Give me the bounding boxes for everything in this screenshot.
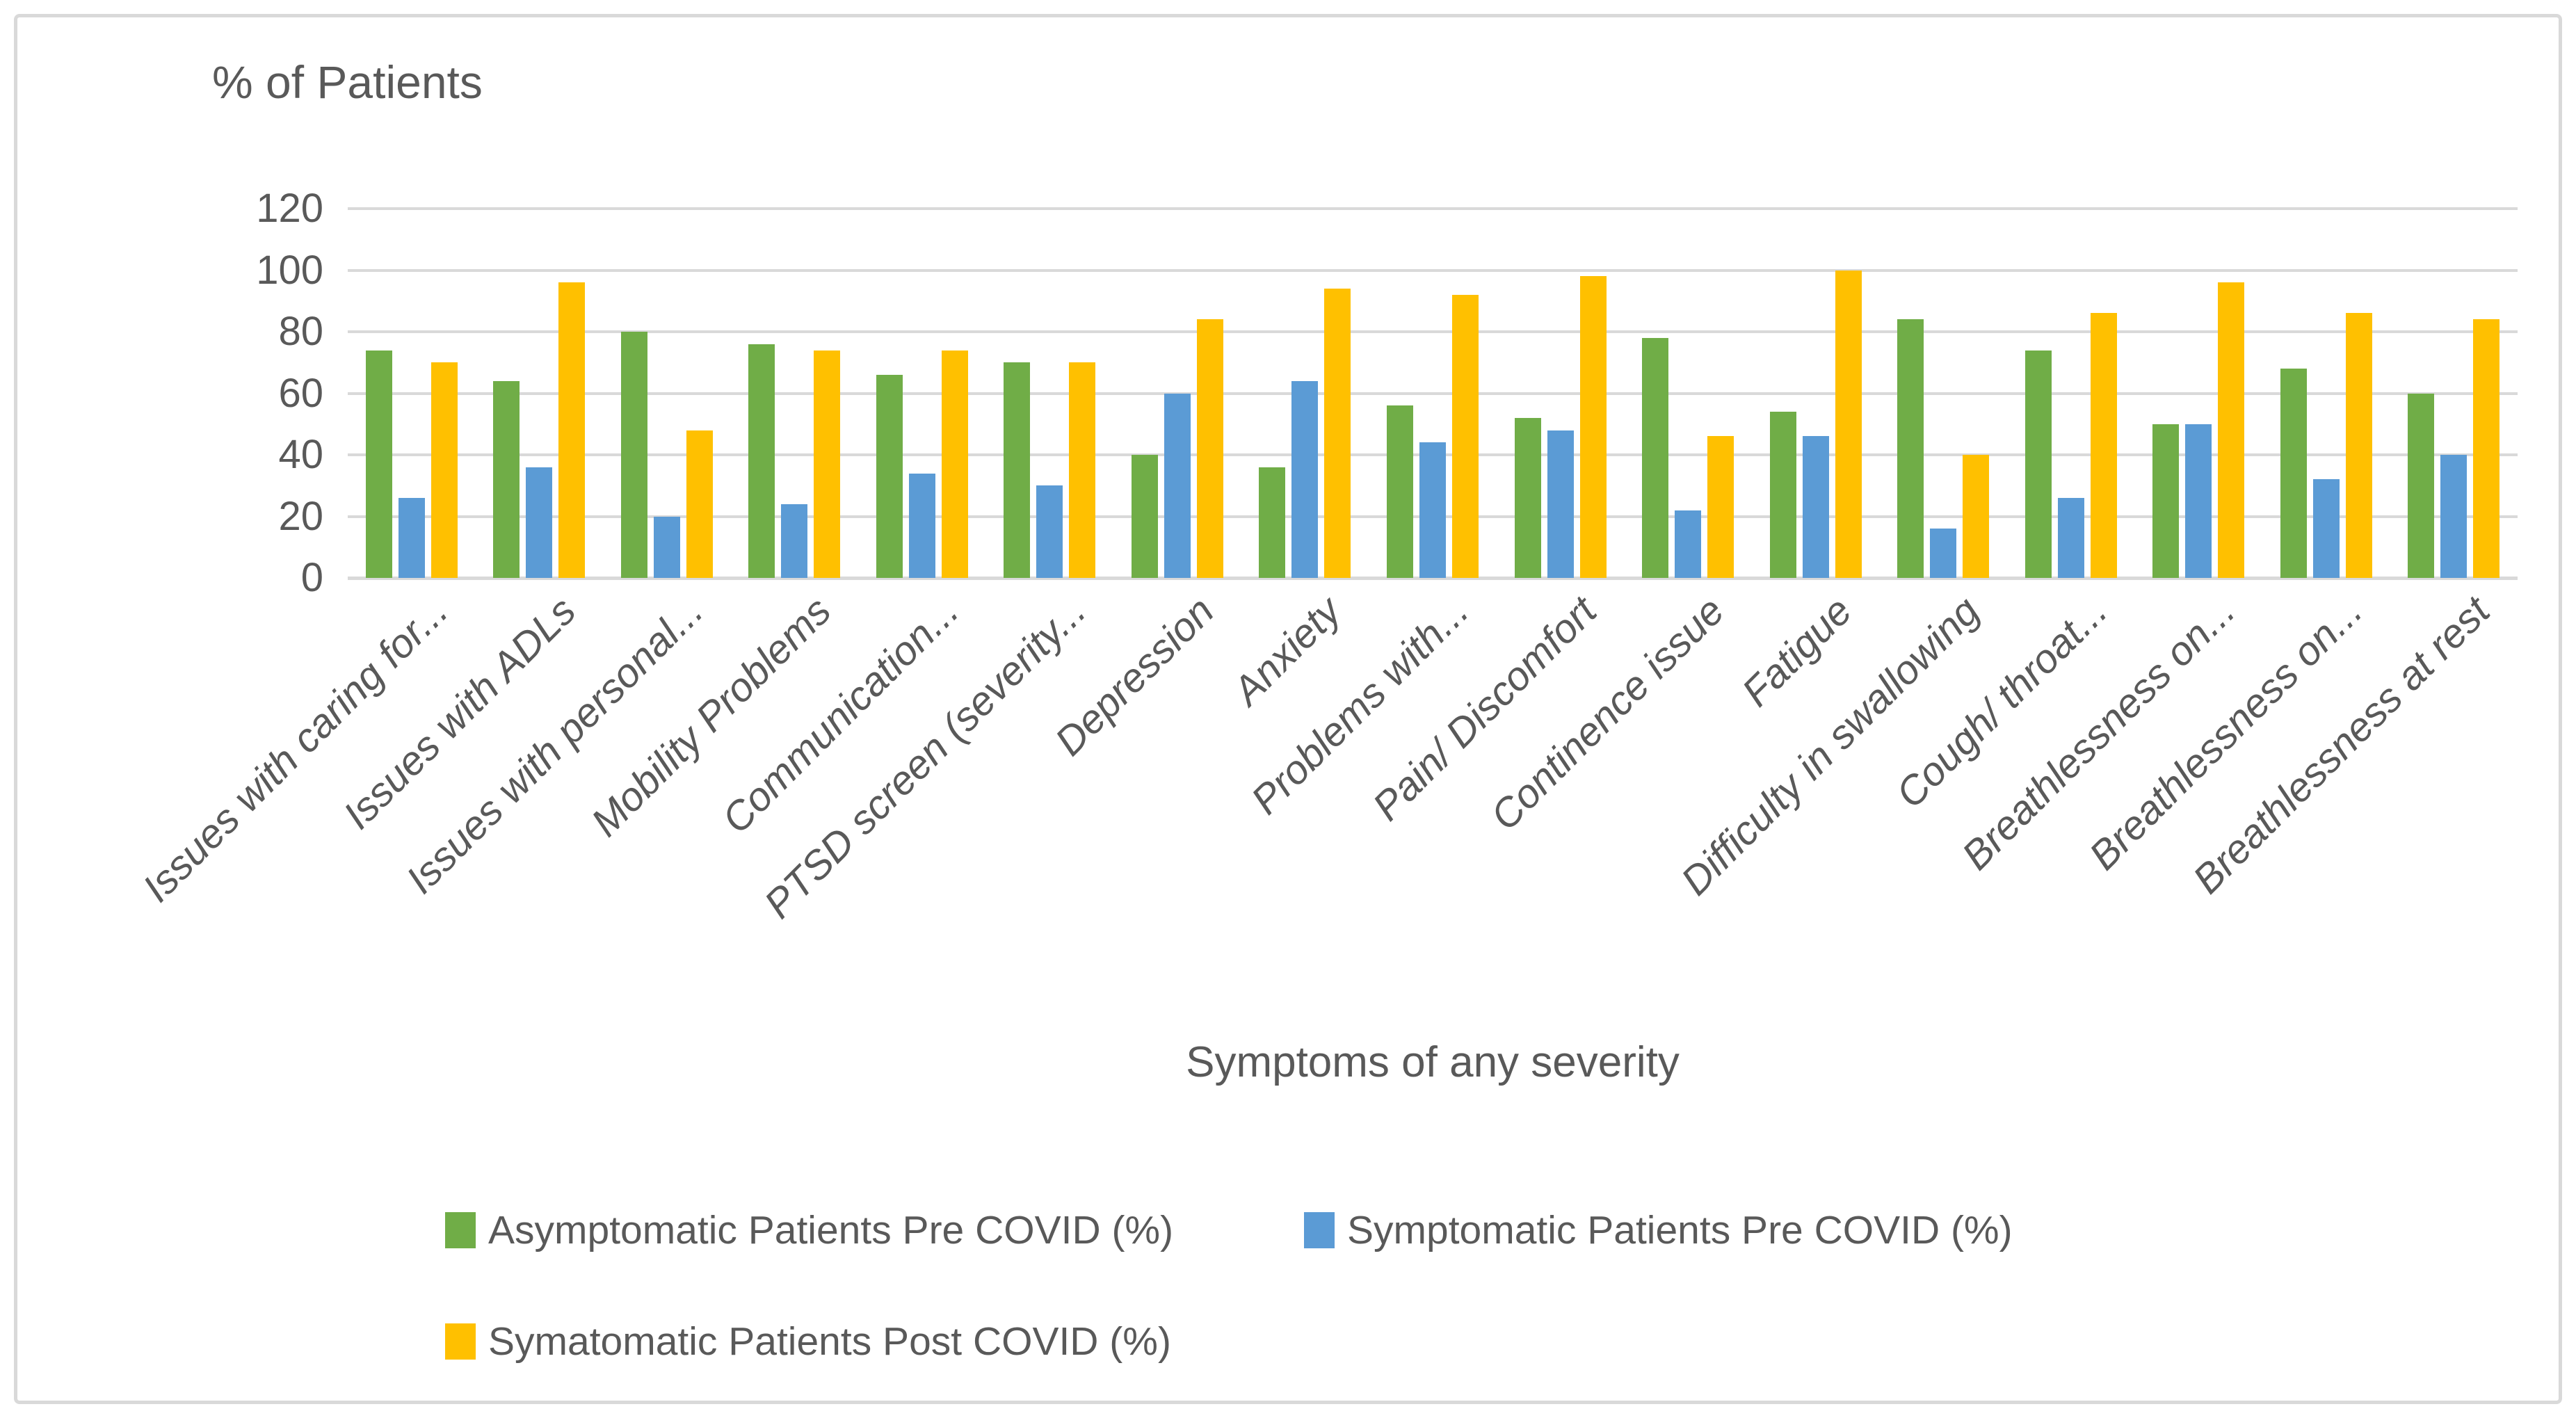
x-axis-category-label: Mobility Problems xyxy=(582,588,840,846)
bar-symatomatic-patients-post-covid-depression xyxy=(1196,319,1223,578)
bar-asymptomatic-patients-pre-covid-breathlessness-on xyxy=(2280,369,2307,578)
bar-symptomatic-patients-pre-covid-depression xyxy=(1164,393,1191,578)
y-axis-tick-label: 60 xyxy=(278,370,323,416)
bar-symatomatic-patients-post-covid-problems-with xyxy=(1452,294,1479,578)
bar-symatomatic-patients-post-covid-fatigue xyxy=(1835,270,1862,578)
x-axis-category-label: Continence issue xyxy=(1482,588,1733,839)
gridline xyxy=(348,330,2518,333)
bar-symatomatic-patients-post-covid-cough-throat xyxy=(2090,313,2117,578)
bar-symptomatic-patients-pre-covid-communication xyxy=(908,473,935,578)
bar-symatomatic-patients-post-covid-continence-issue xyxy=(1707,436,1734,578)
y-axis-tick-label: 40 xyxy=(278,432,323,477)
x-axis-line xyxy=(348,577,2518,580)
bar-symptomatic-patients-pre-covid-breathlessness-on xyxy=(2185,424,2212,578)
plot-area xyxy=(348,207,2518,580)
bar-symatomatic-patients-post-covid-issues-with-caring-for xyxy=(430,362,458,578)
bar-symptomatic-patients-pre-covid-cough-throat xyxy=(2057,497,2084,578)
bar-symptomatic-patients-pre-covid-issues-with-personal xyxy=(653,516,680,578)
bar-asymptomatic-patients-pre-covid-mobility-problems xyxy=(748,344,775,578)
bar-symatomatic-patients-post-covid-breathlessness-at-rest xyxy=(2473,319,2500,578)
gridline xyxy=(348,268,2518,272)
bar-symptomatic-patients-pre-covid-issues-with-caring-for xyxy=(398,497,425,578)
y-axis-tick-label: 100 xyxy=(256,247,323,293)
bar-symptomatic-patients-pre-covid-anxiety xyxy=(1291,380,1319,578)
y-axis-tick-label: 80 xyxy=(278,309,323,354)
bar-asymptomatic-patients-pre-covid-issues-with-adls xyxy=(493,380,520,578)
bar-asymptomatic-patients-pre-covid-communication xyxy=(876,374,903,578)
bar-symptomatic-patients-pre-covid-problems-with xyxy=(1419,442,1446,578)
bar-asymptomatic-patients-pre-covid-continence-issue xyxy=(1642,337,1669,578)
gridline xyxy=(348,207,2518,210)
x-axis-category-label: Communication... xyxy=(713,588,967,842)
bar-symptomatic-patients-pre-covid-ptsd-screen-severity xyxy=(1036,485,1063,578)
legend-label-symatomatic-patients-post-covid: Symatomatic Patients Post COVID (%) xyxy=(488,1319,1171,1364)
bar-asymptomatic-patients-pre-covid-issues-with-caring-for xyxy=(365,350,392,578)
bar-symatomatic-patients-post-covid-anxiety xyxy=(1324,289,1351,578)
bar-asymptomatic-patients-pre-covid-anxiety xyxy=(1259,467,1286,578)
bar-symptomatic-patients-pre-covid-mobility-problems xyxy=(781,503,808,578)
x-axis-title: Symptoms of any severity xyxy=(1186,1038,1680,1086)
bar-symatomatic-patients-post-covid-issues-with-adls xyxy=(558,282,586,578)
bar-symatomatic-patients-post-covid-ptsd-screen-severity xyxy=(1069,362,1096,578)
y-axis-tick-label: 120 xyxy=(256,186,323,231)
bar-symptomatic-patients-pre-covid-continence-issue xyxy=(1675,510,1702,578)
bar-asymptomatic-patients-pre-covid-cough-throat xyxy=(2024,350,2052,578)
gridline xyxy=(348,392,2518,395)
bar-symptomatic-patients-pre-covid-difficulty-in-swallowing xyxy=(1930,529,1957,578)
x-axis-category-label: Pain/ Discomfort xyxy=(1364,588,1606,830)
bar-symptomatic-patients-pre-covid-fatigue xyxy=(1802,436,1829,578)
x-axis-category-label: Fatigue xyxy=(1733,588,1861,716)
bar-symptomatic-patients-pre-covid-issues-with-adls xyxy=(526,467,553,578)
x-axis-category-label: Problems with... xyxy=(1242,588,1478,823)
x-axis-category-label: Anxiety xyxy=(1224,588,1351,714)
chart-title: % of Patients xyxy=(212,56,483,108)
bar-asymptomatic-patients-pre-covid-pain-discomfort xyxy=(1514,417,1541,578)
bar-asymptomatic-patients-pre-covid-difficulty-in-swallowing xyxy=(1897,319,1924,578)
legend-label-asymptomatic-patients-pre-covid: Asymptomatic Patients Pre COVID (%) xyxy=(488,1208,1174,1252)
bar-asymptomatic-patients-pre-covid-breathlessness-on xyxy=(2152,424,2180,578)
y-axis-tick-label: 0 xyxy=(300,555,323,600)
bar-symatomatic-patients-post-covid-issues-with-personal xyxy=(686,430,713,578)
bar-asymptomatic-patients-pre-covid-fatigue xyxy=(1769,412,1796,578)
bar-symatomatic-patients-post-covid-mobility-problems xyxy=(814,350,841,578)
bar-asymptomatic-patients-pre-covid-depression xyxy=(1131,455,1158,578)
bar-symptomatic-patients-pre-covid-pain-discomfort xyxy=(1547,430,1574,578)
legend-label-symptomatic-patients-pre-covid: Symptomatic Patients Pre COVID (%) xyxy=(1347,1208,2013,1252)
bar-asymptomatic-patients-pre-covid-issues-with-personal xyxy=(620,332,647,578)
bar-asymptomatic-patients-pre-covid-ptsd-screen-severity xyxy=(1004,362,1031,578)
legend-swatch-symptomatic-patients-pre-covid xyxy=(1304,1212,1335,1248)
bar-asymptomatic-patients-pre-covid-breathlessness-at-rest xyxy=(2408,393,2435,578)
x-axis-category-label: Issues with ADLs xyxy=(334,588,584,838)
legend-swatch-asymptomatic-patients-pre-covid xyxy=(445,1212,476,1248)
bar-symatomatic-patients-post-covid-breathlessness-on xyxy=(2345,313,2372,578)
bar-symatomatic-patients-post-covid-difficulty-in-swallowing xyxy=(1963,455,1990,578)
y-axis-tick-label: 20 xyxy=(278,493,323,539)
bar-symatomatic-patients-post-covid-pain-discomfort xyxy=(1579,276,1607,578)
bar-symatomatic-patients-post-covid-breathlessness-on xyxy=(2218,282,2245,578)
bar-symatomatic-patients-post-covid-communication xyxy=(941,350,968,578)
bar-symptomatic-patients-pre-covid-breathlessness-on xyxy=(2312,479,2340,578)
bar-asymptomatic-patients-pre-covid-problems-with xyxy=(1387,405,1413,578)
bar-symptomatic-patients-pre-covid-breathlessness-at-rest xyxy=(2440,455,2468,578)
legend-swatch-symatomatic-patients-post-covid xyxy=(445,1323,476,1360)
